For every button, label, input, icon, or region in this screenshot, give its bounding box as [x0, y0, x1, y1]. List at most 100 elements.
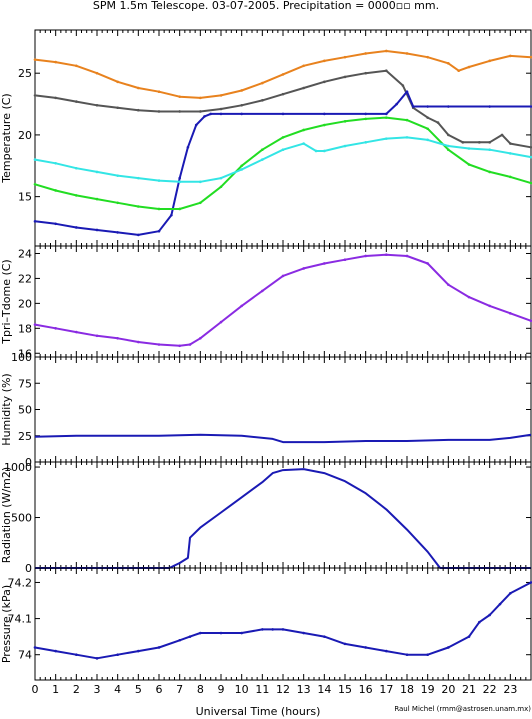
- data-point-temperature-2: [364, 112, 367, 116]
- data-point-temperature-4: [343, 144, 347, 148]
- data-point-temperature-4: [509, 152, 512, 155]
- data-point-temperature-4: [426, 138, 429, 142]
- series-line-temperature-1: [34, 69, 532, 149]
- y-tick-label: 25: [18, 67, 32, 80]
- y-axis-label: Temperature (C): [0, 93, 13, 183]
- data-point-temperature-4: [116, 174, 119, 177]
- data-point-temperature-3: [95, 197, 99, 201]
- data-point-temperature-2: [209, 112, 212, 116]
- data-point-pressure-0: [178, 638, 181, 642]
- data-point-tpri-tdome-0: [302, 267, 305, 270]
- data-point-temperature-4: [75, 166, 78, 170]
- data-point-temperature-4: [467, 147, 471, 150]
- y-tick-label: 0: [25, 562, 32, 575]
- data-point-temperature-2: [137, 233, 140, 237]
- data-point-temperature-4: [364, 141, 367, 144]
- data-point-temperature-1: [137, 108, 140, 112]
- data-point-temperature-0: [509, 54, 512, 58]
- y-axis-label: Humidity (%): [0, 373, 13, 445]
- data-point-pressure-0: [343, 642, 347, 646]
- data-point-temperature-2: [186, 145, 190, 149]
- y-tick-label: 16: [18, 347, 32, 360]
- data-point-tpri-tdome-0: [219, 320, 223, 324]
- data-point-temperature-4: [447, 144, 450, 148]
- x-tick-label: 7: [176, 683, 183, 696]
- data-point-temperature-0: [95, 71, 99, 75]
- data-point-temperature-1: [364, 71, 367, 75]
- data-point-temperature-2: [395, 102, 398, 106]
- data-point-tpri-tdome-0: [385, 253, 388, 257]
- y-tick-label: 25: [18, 430, 32, 443]
- y-tick-label: 74.1: [8, 613, 33, 626]
- data-point-pressure-0: [281, 628, 285, 631]
- data-point-temperature-1: [509, 142, 512, 145]
- data-point-temperature-3: [116, 201, 119, 205]
- data-point-temperature-1: [529, 145, 532, 149]
- y-tick-label: 0: [25, 456, 32, 469]
- data-point-tpri-tdome-0: [405, 254, 409, 258]
- data-point-temperature-0: [529, 55, 532, 59]
- data-point-tpri-tdome-0: [343, 258, 347, 262]
- data-point-temperature-4: [302, 142, 305, 145]
- data-point-temperature-3: [281, 136, 285, 139]
- data-point-temperature-2: [385, 112, 388, 116]
- x-tick-label: 8: [197, 683, 204, 696]
- data-point-temperature-1: [436, 121, 440, 124]
- data-point-temperature-1: [261, 99, 264, 102]
- data-point-temperature-2: [33, 220, 37, 223]
- y-tick-label: 15: [18, 191, 32, 204]
- data-point-temperature-3: [75, 194, 78, 197]
- data-point-tpri-tdome-0: [157, 343, 161, 346]
- data-point-pressure-0: [478, 620, 481, 624]
- x-tick-label: 19: [421, 683, 435, 696]
- data-point-pressure-0: [405, 653, 409, 657]
- data-point-temperature-1: [219, 107, 223, 111]
- data-point-temperature-1: [116, 106, 119, 110]
- data-point-temperature-3: [54, 189, 57, 192]
- data-point-tpri-tdome-0: [199, 336, 202, 340]
- data-point-temperature-1: [426, 116, 429, 119]
- x-tick-label: 10: [235, 683, 249, 696]
- data-point-temperature-3: [240, 164, 243, 168]
- data-point-pressure-0: [498, 602, 502, 606]
- data-point-temperature-3: [199, 201, 202, 205]
- data-point-temperature-0: [467, 65, 471, 69]
- data-point-temperature-2: [178, 176, 181, 180]
- data-point-temperature-1: [323, 80, 326, 84]
- series-line-temperature-0: [34, 50, 532, 99]
- data-point-temperature-4: [488, 148, 491, 152]
- data-point-pressure-0: [75, 653, 78, 657]
- data-point-pressure-0: [199, 631, 202, 635]
- panel-frame: [34, 356, 532, 463]
- x-tick-label: 6: [156, 683, 163, 696]
- x-tick-label: 12: [276, 683, 290, 696]
- data-point-temperature-2: [281, 112, 285, 116]
- data-point-tpri-tdome-0: [240, 304, 243, 308]
- y-tick-label: 74.2: [8, 576, 33, 589]
- data-point-temperature-2: [240, 112, 243, 116]
- data-point-temperature-1: [178, 110, 181, 113]
- data-point-temperature-0: [33, 58, 37, 61]
- data-point-temperature-1: [157, 110, 161, 113]
- data-point-temperature-4: [314, 149, 318, 153]
- data-point-temperature-3: [302, 128, 305, 132]
- data-point-temperature-4: [385, 137, 388, 140]
- x-tick-label: 9: [218, 683, 225, 696]
- data-point-temperature-1: [478, 141, 481, 144]
- data-point-temperature-2: [54, 222, 57, 226]
- data-point-pressure-0: [447, 646, 450, 649]
- data-point-pressure-0: [33, 646, 37, 649]
- data-point-temperature-4: [405, 136, 409, 139]
- panel-frame: [34, 245, 532, 358]
- data-point-temperature-3: [426, 127, 429, 131]
- series-line-humidity-0: [34, 433, 532, 444]
- x-tick-label: 21: [462, 683, 476, 696]
- data-point-temperature-3: [33, 182, 37, 186]
- data-point-tpri-tdome-0: [178, 344, 181, 348]
- data-point-temperature-2: [75, 226, 78, 229]
- data-point-temperature-2: [426, 105, 429, 108]
- data-point-temperature-1: [54, 96, 57, 100]
- data-point-temperature-4: [529, 155, 532, 159]
- data-point-temperature-0: [137, 86, 140, 90]
